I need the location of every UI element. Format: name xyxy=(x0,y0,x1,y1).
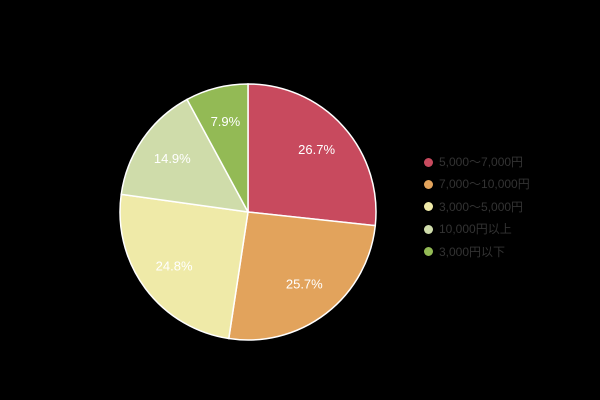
legend-color-dot xyxy=(424,202,433,212)
legend-label: 3,000〜5,000円 xyxy=(439,199,524,214)
legend-color-dot xyxy=(424,247,433,257)
legend-color-dot xyxy=(424,180,433,190)
slice-percentage-label: 7.9% xyxy=(211,114,241,129)
pie-slice-0[interactable] xyxy=(247,83,377,227)
slice-percentage-label: 14.9% xyxy=(154,151,191,166)
legend-color-dot xyxy=(424,157,433,167)
legend-item-2[interactable]: 3,000〜5,000円 xyxy=(424,200,530,214)
legend-item-3[interactable]: 10,000円以上 xyxy=(424,222,530,236)
slice-percentage-label: 24.8% xyxy=(156,259,193,274)
pie-slice-4[interactable] xyxy=(186,83,249,213)
pie-slice-2[interactable] xyxy=(119,193,249,340)
pie-slice-1[interactable] xyxy=(227,211,377,341)
slice-percentage-label: 26.7% xyxy=(298,142,335,157)
legend-label: 10,000円以上 xyxy=(439,222,512,237)
chart-legend: 5,000〜7,000円 7,000〜10,000円 3,000〜5,000円 10,… xyxy=(424,155,530,259)
legend-item-1[interactable]: 7,000〜10,000円 xyxy=(424,177,530,191)
legend-color-dot xyxy=(424,224,433,234)
pie-slice-3[interactable] xyxy=(120,98,250,213)
slice-percentage-label: 25.7% xyxy=(286,276,323,291)
legend-label: 7,000〜10,000円 xyxy=(439,177,530,192)
legend-item-4[interactable]: 3,000円以下 xyxy=(424,245,530,259)
legend-item-0[interactable]: 5,000〜7,000円 xyxy=(424,155,530,169)
legend-label: 3,000円以下 xyxy=(439,244,506,259)
legend-label: 5,000〜7,000円 xyxy=(439,155,524,169)
